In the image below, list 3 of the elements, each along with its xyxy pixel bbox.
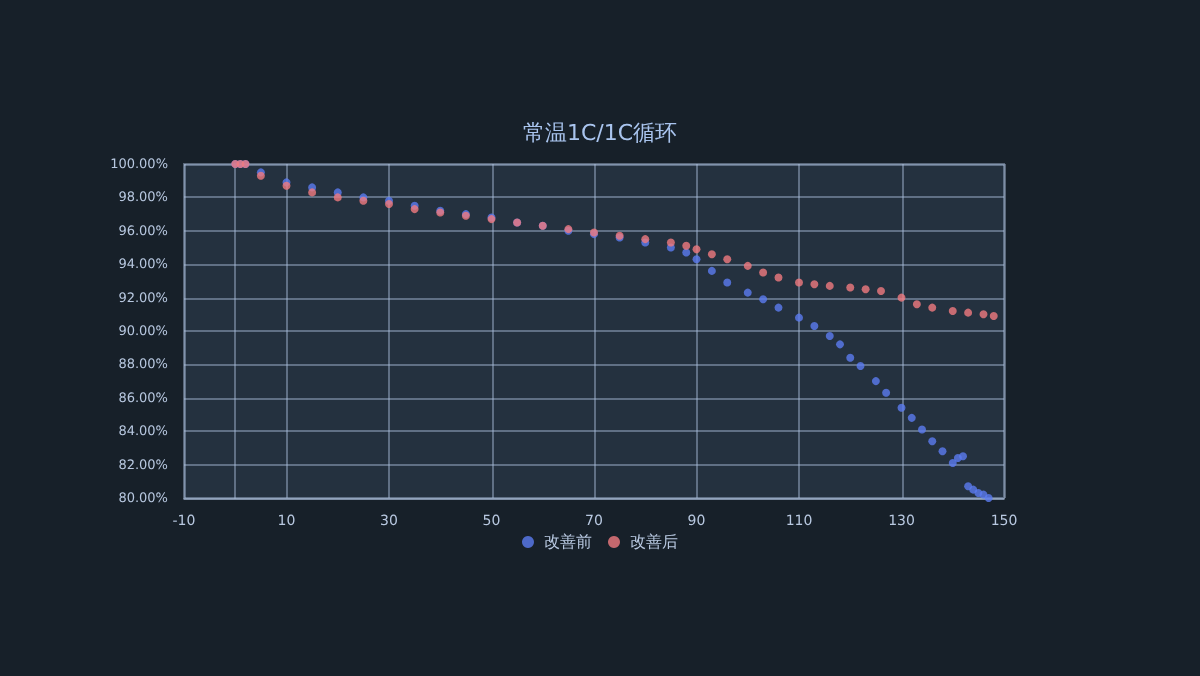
legend-label: 改善前 bbox=[544, 533, 592, 551]
chart-title: 常温1C/1C循环 bbox=[522, 120, 678, 146]
legend-label: 改善后 bbox=[630, 533, 678, 551]
